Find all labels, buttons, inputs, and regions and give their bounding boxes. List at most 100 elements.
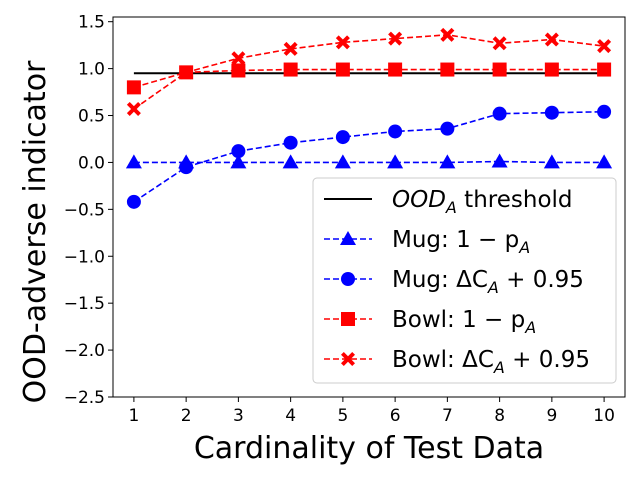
x-tick-label: 10 — [593, 406, 615, 426]
x-tick-label: 8 — [494, 406, 505, 426]
data-point — [282, 154, 299, 169]
legend-label-main: OOD — [392, 187, 446, 213]
legend-label: OODA threshold — [392, 187, 573, 217]
legend-label: Mug: ΔCA + 0.95 — [392, 267, 584, 297]
data-point — [440, 27, 455, 42]
legend-entry: OODA threshold — [324, 187, 573, 217]
legend-entry: Bowl: ΔCA + 0.95 — [324, 347, 590, 377]
legend-label-sub: A — [524, 318, 536, 337]
axes: 1 2 3 4 5 6 7 8 9 10 −2.5 −2.0 −1.5 −1.0 −0.5 0.0 0.5 1.0… — [64, 13, 626, 426]
series-3 — [126, 62, 612, 95]
data-point — [440, 121, 455, 136]
legend-label: Mug: 1 − pA — [392, 227, 530, 257]
data-point — [543, 154, 560, 169]
y-tick-label: −0.5 — [64, 200, 105, 220]
data-point — [387, 154, 404, 169]
x-axis-title: Cardinality of Test Data — [194, 431, 544, 466]
data-point — [439, 154, 456, 169]
x-tick-label: 4 — [285, 406, 296, 426]
data-point — [335, 35, 350, 50]
data-point — [597, 62, 612, 77]
x-tick-label: 9 — [546, 406, 557, 426]
y-tick-label: −2.0 — [64, 341, 105, 361]
series-line — [133, 160, 605, 164]
data-point — [335, 62, 350, 77]
legend-entry: Mug: ΔCA + 0.95 — [324, 267, 584, 297]
legend-box — [312, 177, 617, 384]
series-line — [133, 110, 605, 203]
y-tick-label: 0.0 — [78, 153, 105, 173]
legend-label-main: Mug: 1 − p — [392, 227, 519, 253]
data-point — [440, 62, 455, 77]
data-point — [492, 62, 507, 77]
data-point — [126, 80, 141, 95]
data-point — [491, 153, 508, 168]
data-point — [388, 124, 403, 139]
x-tick-label: 1 — [128, 406, 139, 426]
legend-label-tail: threshold — [457, 187, 573, 213]
x-tick-label: 2 — [181, 406, 192, 426]
series-1 — [125, 153, 613, 169]
y-tick-label: −1.5 — [64, 294, 105, 314]
y-tick-label: −2.5 — [64, 388, 105, 408]
data-point — [179, 160, 194, 175]
legend-marker — [341, 312, 355, 326]
data-point — [126, 194, 141, 209]
x-tick-label: 5 — [337, 406, 348, 426]
data-point — [283, 135, 298, 150]
data-point — [231, 63, 246, 78]
data-point — [335, 130, 350, 145]
data-point — [597, 104, 612, 119]
data-point — [544, 62, 559, 77]
legend-label-main: Bowl: ΔC — [392, 347, 494, 373]
y-axis-title: OOD-adverse indicator — [18, 60, 53, 403]
y-tick-label: 1.5 — [78, 13, 105, 33]
legend-label-tail: + 0.95 — [505, 347, 590, 373]
series-4 — [126, 27, 612, 116]
data-point — [125, 154, 142, 169]
legend-marker — [341, 352, 355, 366]
legend-label-sub: A — [445, 198, 457, 217]
x-tick-label: 6 — [390, 406, 401, 426]
legend-label-sub: A — [493, 358, 505, 377]
data-point — [230, 154, 247, 169]
data-point — [283, 41, 298, 56]
series-line — [133, 34, 605, 110]
data-point — [283, 62, 298, 77]
legend-label-sub: A — [487, 278, 499, 297]
legend-label: Bowl: 1 − pA — [392, 307, 536, 337]
data-point — [597, 39, 612, 54]
legend-marker — [340, 231, 356, 245]
y-tick-label: −1.0 — [64, 247, 105, 267]
x-tick-label: 3 — [233, 406, 244, 426]
data-point — [231, 51, 246, 66]
legend-label-tail: + 0.95 — [499, 267, 584, 293]
data-point — [596, 154, 613, 169]
data-point — [388, 62, 403, 77]
data-point — [231, 144, 246, 159]
series-line — [133, 68, 605, 89]
x-tick-label: 7 — [442, 406, 453, 426]
data-point — [544, 105, 559, 120]
data-point — [179, 65, 194, 80]
y-tick-label: 0.5 — [78, 107, 105, 127]
y-tick-label: 1.0 — [78, 60, 105, 80]
data-point — [388, 31, 403, 46]
legend-label-main: Bowl: 1 − p — [392, 307, 525, 333]
legend-entry: Bowl: 1 − pA — [324, 307, 536, 337]
data-point — [492, 106, 507, 121]
data-point — [492, 36, 507, 51]
plot-frame — [112, 16, 626, 398]
data-point — [334, 154, 351, 169]
series-2 — [126, 104, 612, 209]
legend-entry: Mug: 1 − pA — [324, 227, 530, 257]
data-point — [544, 32, 559, 47]
data-point — [126, 101, 141, 116]
legend-marker — [341, 272, 355, 286]
legend-label-sub: A — [518, 238, 530, 257]
legend-label-main: Mug: ΔC — [392, 267, 488, 293]
legend-label: Bowl: ΔCA + 0.95 — [392, 347, 590, 377]
